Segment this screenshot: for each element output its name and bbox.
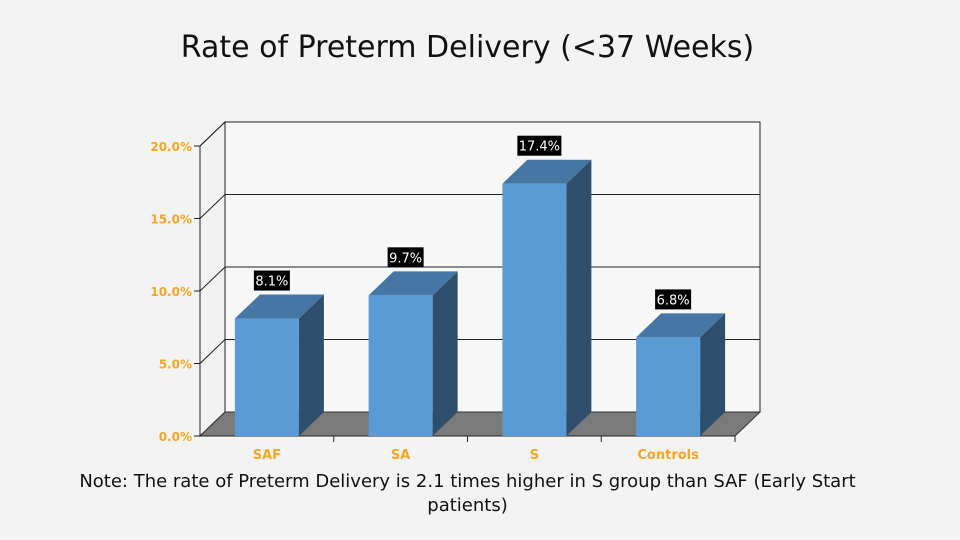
bar-top (636, 313, 726, 338)
footnote: Note: The rate of Preterm Delivery is 2.… (79, 471, 856, 516)
category-label: SA (391, 448, 410, 463)
category-label: SAF (253, 448, 281, 463)
data-labels: 8.1% 9.7% 17.4% 6.8% (253, 135, 692, 310)
y-tick-label: 5.0% (159, 358, 192, 372)
bar-top (502, 159, 592, 184)
bar-s (502, 159, 592, 436)
x-axis-categories: SAF SA S Controls (253, 436, 736, 463)
data-label-text: 6.8% (657, 293, 690, 308)
bar-side (298, 294, 324, 436)
bar-series (234, 159, 726, 436)
bar-sa (368, 271, 458, 436)
y-tick-label: 0.0% (159, 430, 192, 444)
bar-side (432, 271, 458, 436)
gridline (199, 121, 760, 147)
slide-title: Rate of Preterm Delivery (<37 Weeks) (180, 30, 755, 65)
bar-front (368, 295, 433, 436)
data-label: 6.8% (655, 289, 692, 310)
data-label-text: 9.7% (389, 251, 422, 266)
y-tick-label: 10.0% (150, 285, 192, 299)
bar-controls (636, 313, 726, 436)
bar-side (566, 159, 592, 436)
data-label: 9.7% (387, 247, 424, 268)
category-label: Controls (637, 448, 699, 463)
y-axis-ticks: 0.0% 5.0% 10.0% 15.0% 20.0% (150, 140, 200, 444)
data-label-text: 17.4% (519, 140, 560, 155)
category-label: S (530, 448, 539, 463)
bar-saf (234, 294, 324, 436)
data-label-box (253, 270, 290, 291)
data-label-box (387, 247, 424, 268)
bar-front (502, 183, 567, 436)
bar-top (234, 294, 324, 319)
data-label: 8.1% (253, 270, 290, 291)
data-label-text: 8.1% (255, 275, 288, 290)
bar-front (234, 318, 299, 436)
data-label-box (655, 289, 692, 310)
bar-front (636, 337, 701, 436)
data-label-box (517, 135, 562, 156)
y-tick-label: 20.0% (150, 140, 192, 154)
y-tick-label: 15.0% (150, 213, 192, 227)
bar-top (368, 271, 458, 296)
bar-side (700, 313, 726, 436)
data-label: 17.4% (517, 135, 562, 156)
